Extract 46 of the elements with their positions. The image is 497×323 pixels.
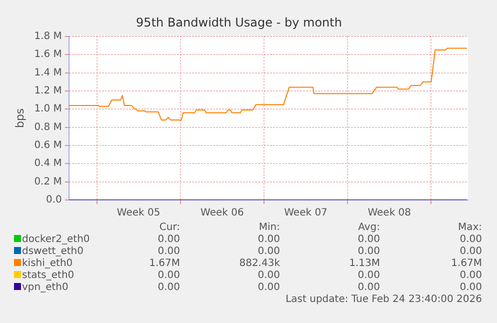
legend-label: vpn_eth0 — [21, 282, 68, 293]
text: 0.00 — [460, 246, 482, 257]
text: Max: — [458, 222, 482, 233]
x-tick-label: Week 08 — [368, 208, 412, 219]
text: 0.00 — [258, 246, 280, 257]
legend-label: dswett_eth0 — [21, 246, 84, 257]
text: 1.13M — [349, 258, 380, 269]
x-tick-label: Week 05 — [116, 208, 160, 219]
text: 0.00 — [460, 282, 482, 293]
text: Min: — [258, 222, 280, 233]
y-tick-label: 0.2 M — [34, 176, 62, 188]
legend-label: stats_eth0 — [21, 270, 74, 281]
text: 0.00 — [258, 282, 280, 293]
y-tick-label: 1.2 M — [34, 86, 62, 97]
legend-label: docker2_eth0 — [21, 234, 90, 245]
y-tick-label: 1.0 M — [34, 104, 62, 115]
y-tick-label: 1.8 M — [34, 30, 62, 42]
text: 0.00 — [258, 270, 280, 281]
text: 0.00 — [460, 234, 482, 245]
text: 0.00 — [158, 282, 180, 293]
y-tick-label: 0.6 M — [34, 140, 62, 152]
text: 1.67M — [451, 258, 482, 269]
y-tick-label: 0.0 — [46, 194, 62, 206]
y-tick-label: 0.4 M — [34, 158, 62, 170]
text: Avg: — [358, 222, 380, 233]
y-axis-title: bps — [13, 108, 26, 128]
x-tick-label: Week 06 — [200, 208, 244, 219]
text: 0.00 — [460, 270, 482, 281]
text: Last update: Tue Feb 24 23:40:00 2026 — [286, 294, 482, 305]
y-tick-label: 0.8 M — [34, 122, 62, 133]
text: 0.00 — [158, 270, 180, 281]
text: 0.00 — [358, 282, 380, 293]
y-tick-label: 1.4 M — [34, 67, 62, 78]
text: 0.00 — [358, 270, 380, 281]
text: Cur: — [159, 222, 180, 233]
text: 0.00 — [158, 234, 180, 245]
text: 0.00 — [358, 246, 380, 257]
text: 0.00 — [258, 234, 280, 245]
legend-label: kishi_eth0 — [21, 258, 73, 269]
text: 882.43k — [239, 258, 280, 269]
text: 1.67M — [149, 258, 180, 269]
x-tick-label: Week 07 — [284, 208, 328, 219]
text: 0.00 — [158, 246, 180, 257]
y-tick-label: 1.6 M — [34, 49, 62, 60]
chart-title: 95th Bandwidth Usage - by month — [136, 15, 342, 30]
text: 0.00 — [358, 234, 380, 245]
